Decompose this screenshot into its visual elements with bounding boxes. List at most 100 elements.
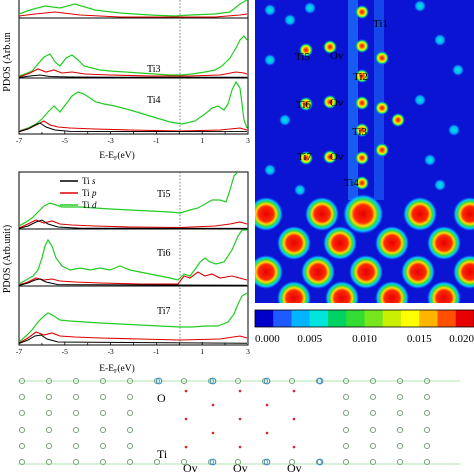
ti3-p-curve: [19, 68, 248, 78]
density-blob: [453, 255, 474, 289]
colorbar-cells: [255, 310, 474, 327]
oxygen-atom: [211, 403, 215, 407]
density-blob-small: [355, 69, 369, 83]
lattice-atom: [99, 377, 107, 385]
lattice-atom: [396, 426, 404, 434]
colorbar-cell: [455, 310, 474, 327]
surface-ti-atom: [155, 377, 163, 385]
lattice-atom: [342, 458, 350, 466]
lattice-atom: [126, 377, 134, 385]
density-blob-small: [375, 101, 389, 115]
lattice-atom: [288, 377, 296, 385]
density-blob-faint: [294, 184, 306, 196]
density-blob-small: [299, 43, 313, 57]
density-blob: [349, 255, 383, 289]
bottom-ylabel: PDOS (Arb.unit): [2, 225, 13, 293]
density-blob: [401, 255, 435, 289]
density-blob: [323, 226, 357, 260]
lattice-atom: [72, 458, 80, 466]
density-blob-small: [375, 51, 389, 65]
lattice-atom: [72, 426, 80, 434]
top-ti2-p-curve: [19, 11, 248, 18]
density-blob: [301, 255, 335, 289]
lattice-atom: [396, 442, 404, 450]
density-blob-faint: [264, 54, 276, 66]
top-axes-frame: [18, 0, 249, 135]
lattice-atom: [423, 409, 431, 417]
x-tick-label: -5: [62, 136, 68, 145]
legend-label-d: Ti d: [82, 200, 97, 210]
density-blob-faint: [424, 154, 436, 166]
lattice-atom: [45, 442, 53, 450]
colorbar-tick-label: 0.005: [297, 333, 322, 345]
density-blob: [427, 226, 461, 260]
ti5-d-curve: [19, 172, 239, 227]
lattice-atom: [72, 377, 80, 385]
density-blob-faint: [448, 124, 460, 136]
structure-ti-label: Ti: [157, 447, 168, 461]
colorbar-frame: [254, 309, 474, 328]
lattice-atom: [342, 426, 350, 434]
map-label-ov: Ov: [330, 97, 344, 109]
lattice-atom: [396, 458, 404, 466]
map-label-ti2: Ti2: [353, 71, 368, 83]
oxygen-atom: [211, 431, 215, 435]
oxygen-atom: [238, 389, 242, 393]
oxygen-atom: [238, 417, 242, 421]
lattice-atom: [99, 393, 107, 401]
lattice-atom: [45, 409, 53, 417]
lattice-atom: [99, 442, 107, 450]
colorbar-cell: [328, 310, 347, 327]
lattice-atom: [72, 409, 80, 417]
ti4-d-curve: [19, 80, 248, 132]
ti5-label: Ti5: [157, 189, 171, 200]
density-blob: [375, 281, 409, 303]
bottom-ti-atom: [209, 458, 217, 466]
density-blob-small: [355, 39, 369, 53]
lattice-atom: [18, 409, 26, 417]
surface-ti-atom: [209, 377, 217, 385]
ti3-label: Ti3: [147, 64, 161, 75]
lattice-atom: [126, 426, 134, 434]
lattice-atom: [234, 458, 242, 466]
bottom-pdos-panel: PDOS (Arb.unit) Ti s Ti p Ti d Ti5 Ti6 Ti7…: [2, 171, 250, 375]
colorbar-cell: [255, 310, 274, 327]
ti4-s-curve: [19, 122, 248, 132]
surface-ti-atom: [316, 377, 324, 385]
density-blob-small: [355, 151, 369, 165]
x-tick-label: -7: [16, 136, 22, 145]
bottom-ti-atom: [316, 458, 324, 466]
lattice-atom: [423, 377, 431, 385]
map-label-ov: Ov: [330, 50, 344, 62]
density-blob-faint: [279, 114, 291, 126]
ti3-s-curve: [19, 74, 247, 78]
colorbar-tick-label: 0.020: [449, 333, 474, 345]
lattice-atom: [126, 393, 134, 401]
map-blobs: [255, 0, 474, 303]
ti7-d-curve: [19, 292, 248, 343]
bottom-x-ticks: -7 -5 -3 -1 1 3: [16, 342, 250, 356]
lattice-atom: [72, 442, 80, 450]
oxygen-atom: [292, 445, 296, 449]
lattice-atom: [234, 377, 242, 385]
map-label-ti6: Ti6: [296, 99, 311, 111]
lattice-atom: [423, 442, 431, 450]
colorbar-cell: [346, 310, 365, 327]
lattice-atom: [45, 393, 53, 401]
density-blob-small: [323, 150, 337, 164]
density-blob: [255, 255, 283, 289]
density-blob-faint: [414, 0, 426, 12]
map-label-ov: Ov: [330, 151, 344, 163]
lattice-atom: [45, 458, 53, 466]
ti5-s-curve: [19, 219, 248, 229]
lattice-atom: [45, 426, 53, 434]
x-tick-label: 3: [246, 347, 250, 356]
lattice-atom: [99, 409, 107, 417]
density-blob-small: [355, 96, 369, 110]
map-label-ti1: Ti1: [373, 18, 388, 30]
lattice-atom: [342, 442, 350, 450]
density-blob: [277, 226, 311, 260]
lattice-atom: [369, 393, 377, 401]
x-tick-label: -1: [153, 136, 159, 145]
